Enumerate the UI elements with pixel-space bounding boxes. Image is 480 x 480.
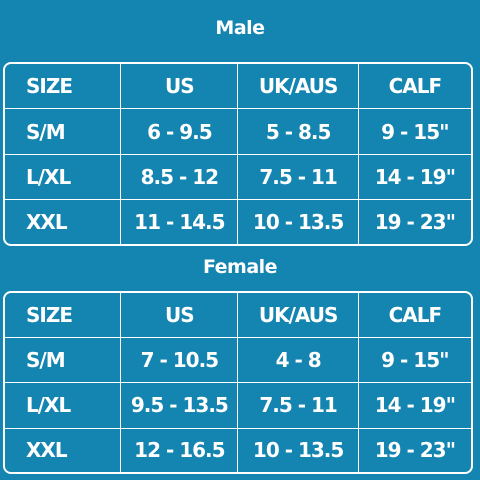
uk-aus-cell: 10 - 13.5 [238, 200, 359, 244]
us-cell: 7 - 10.5 [121, 338, 239, 384]
table-header-row: SIZE US UK/AUS CALF [5, 293, 471, 339]
calf-cell: 19 - 23" [374, 210, 456, 235]
header-uk-aus: UK/AUS [238, 293, 359, 339]
calf-cell: 9 - 15" [358, 338, 471, 384]
us-cell: 12 - 16.5 [121, 428, 239, 472]
header-us: US [121, 64, 239, 110]
size-cell: L/XL [5, 383, 122, 429]
calf-cell: 14 - 19" [358, 155, 471, 201]
size-cell: S/M [5, 109, 122, 155]
table-row: S/M 7 - 10.5 4 - 8 9 - 15" [5, 338, 471, 384]
female-section-title: Female [202, 256, 278, 278]
header-calf: CALF [358, 293, 471, 339]
calf-cell: 14 - 19" [358, 383, 471, 429]
header-uk-aus: UK/AUS [238, 64, 359, 110]
header-size: SIZE [5, 64, 122, 110]
table-row: XXL 11 - 14.5 10 - 13.5 19 - 23" [5, 200, 471, 244]
uk-aus-cell: 10 - 13.5 [238, 428, 359, 472]
header-us: US [121, 293, 239, 339]
table-row: L/XL 9.5 - 13.5 7.5 - 11 14 - 19" [5, 383, 471, 429]
header-calf: CALF [358, 64, 471, 110]
table-row: S/M 6 - 9.5 5 - 8.5 9 - 15" [5, 109, 471, 155]
uk-aus-cell: 5 - 8.5 [238, 109, 359, 155]
us-cell: 11 - 14.5 [121, 200, 239, 244]
size-cell: S/M [5, 338, 122, 384]
calf-cell: 9 - 15" [358, 109, 471, 155]
size-cell: XXL [5, 428, 122, 472]
table-row: XXL 12 - 16.5 10 - 13.5 19 - 23" [5, 428, 471, 472]
table-header-row: SIZE US UK/AUS CALF [5, 64, 471, 110]
calf-cell: 19 - 23" [374, 438, 456, 463]
us-cell: 6 - 9.5 [121, 109, 239, 155]
uk-aus-cell: 7.5 - 11 [238, 154, 359, 201]
header-size: SIZE [5, 293, 122, 339]
us-cell: 9.5 - 13.5 [121, 383, 239, 429]
size-cell: XXL [5, 200, 122, 244]
male-size-table: SIZE US UK/AUS CALF S/M 6 - 9.5 5 - 8.5 … [3, 62, 473, 246]
us-cell: 8.5 - 12 [121, 154, 239, 201]
uk-aus-cell: 4 - 8 [238, 338, 359, 384]
uk-aus-cell: 7.5 - 11 [238, 383, 359, 429]
male-section-title: Male [215, 17, 265, 39]
table-row: L/XL 8.5 - 12 7.5 - 11 14 - 19" [5, 154, 471, 201]
female-size-table: SIZE US UK/AUS CALF S/M 7 - 10.5 4 - 8 9… [3, 291, 473, 474]
size-cell: L/XL [5, 154, 122, 201]
